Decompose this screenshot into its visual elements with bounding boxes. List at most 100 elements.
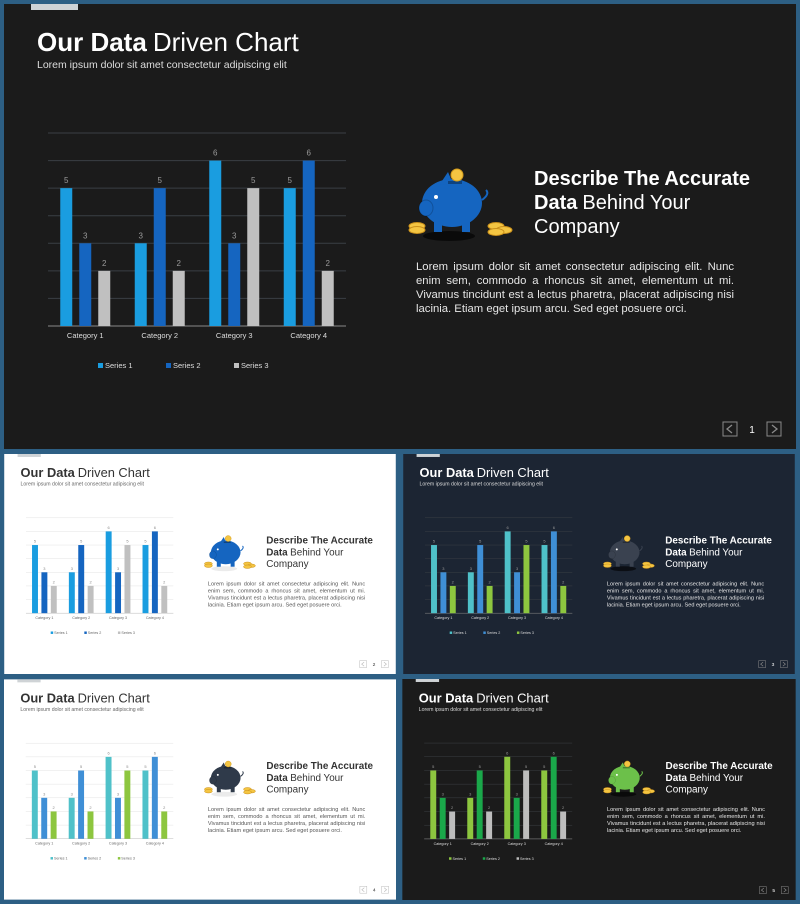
bar [105,756,112,839]
prev-button[interactable] [758,660,766,668]
x-tick-label: Category 4 [545,842,563,846]
title-rest: Driven Chart [477,465,550,480]
slide-subtitle: Lorem ipsum dolor sit amet consectetur a… [420,482,544,488]
data-label: 3 [516,791,519,796]
data-label: 2 [489,579,491,584]
bar [513,797,520,839]
prev-button[interactable] [759,886,767,894]
heading-line: Describe The Accurate [666,761,774,772]
piggy-leg [230,786,235,793]
slide-subtitle: Lorem ipsum dolor sit amet consectetur a… [37,59,287,71]
piggy-body [210,540,241,565]
legend-label: Series 2 [173,361,201,370]
slide-title: Our Data Driven Chart [419,690,549,705]
slide: Our Data Driven Chart Lorem ipsum dolor si… [403,454,795,674]
next-arrow [783,887,787,893]
coin [603,789,612,794]
prev-button[interactable] [722,421,738,437]
bar [550,756,557,839]
next-button[interactable] [381,886,389,894]
legend-label: Series 2 [487,631,501,635]
bar [41,797,48,839]
prev-arrow [361,661,365,667]
x-tick-label: Category 4 [545,616,563,620]
piggy-body [609,765,640,790]
title-rest: Driven Chart [78,691,151,706]
bar [124,545,131,614]
data-label: 5 [543,539,546,544]
legend-swatch [50,631,54,634]
heading-line: Data Behind Your [266,773,344,784]
heading-bold: Data [266,773,288,784]
next-button[interactable] [766,421,782,437]
slide-subtitle: Lorem ipsum dolor sit amet consectetur a… [20,707,144,713]
legend-label: Series 2 [88,857,102,861]
piggy-leg [629,786,634,793]
heading-bold: Data [266,547,288,558]
title-rest: Driven Chart [153,27,300,57]
data-label: 6 [107,750,110,755]
piggy-leg [216,786,221,793]
top-accent [416,454,440,457]
bar [504,756,511,839]
data-label: 3 [442,566,445,571]
coin [408,226,426,234]
prev-button[interactable] [359,660,367,668]
heading-line: Company [266,785,308,796]
piggy-body [422,179,482,227]
bar [60,188,73,326]
data-label: 5 [433,539,436,544]
x-tick-label: Category 2 [72,842,90,846]
title-bold: Our Data [21,465,76,480]
prev-arrow [760,661,764,667]
bar [449,811,456,839]
slide: Our Data Driven Chart Lorem ipsum dolor si… [4,454,396,674]
legend-label: Series 3 [121,631,135,635]
piggy-slot [223,541,231,543]
next-button[interactable] [381,660,389,668]
legend-label: Series 3 [520,857,534,861]
bar [142,770,149,839]
x-tick-label: Category 2 [471,842,489,846]
x-tick-label: Category 3 [216,331,253,340]
heading-line: Data Behind Your [534,192,691,214]
bar [78,545,85,614]
x-tick-label: Category 1 [67,331,104,340]
piggy-eye [216,773,219,776]
piggy-slot [622,766,630,769]
heading-bold: Data [666,773,688,784]
data-label: 3 [232,231,237,240]
x-tick-label: Category 4 [146,842,164,846]
bar [79,243,92,326]
slide-subtitle: Lorem ipsum dolor sit amet consectetur a… [419,707,543,713]
bar [151,756,158,839]
slide-background [4,679,396,900]
heading-rest: Behind Your [290,773,344,784]
next-button[interactable] [781,886,789,894]
bar [31,770,38,839]
bar [115,572,122,614]
bar [98,270,111,326]
coin [224,535,232,542]
data-label: 5 [525,764,528,769]
data-label: 3 [442,791,445,796]
heading-bold: Data [665,547,687,558]
data-label: 2 [562,805,564,810]
heading-rest: Behind Your [689,547,743,558]
piggy-eye [615,773,618,776]
coin [243,790,252,795]
data-label: 3 [43,791,46,796]
x-tick-label: Category 2 [141,331,178,340]
bar [50,585,57,614]
next-button[interactable] [780,660,788,668]
title-bold: Our Data [20,691,75,706]
data-label: 3 [516,566,519,571]
next-arrow [383,887,388,892]
bar [486,811,493,839]
piggy-snout [209,550,217,560]
prev-button[interactable] [359,886,368,894]
legend-swatch [234,363,239,368]
legend-swatch [449,857,452,860]
page-number: 4 [373,888,376,894]
